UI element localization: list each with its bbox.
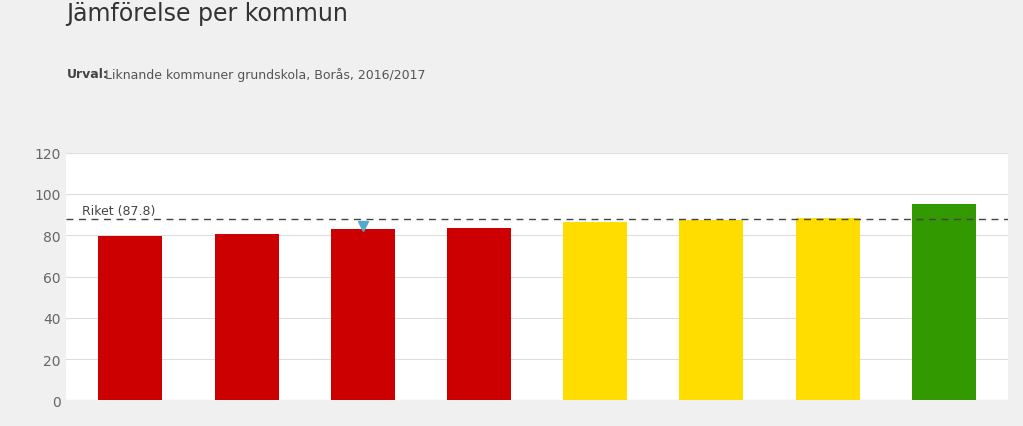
Text: Jämförelse per kommun: Jämförelse per kommun bbox=[66, 2, 349, 26]
Bar bbox=[215, 234, 278, 400]
Bar bbox=[330, 230, 395, 400]
Bar bbox=[98, 236, 163, 400]
Bar bbox=[911, 204, 976, 400]
Text: Urval:: Urval: bbox=[66, 68, 108, 81]
Text: Liknande kommuner grundskola, Borås, 2016/2017: Liknande kommuner grundskola, Borås, 201… bbox=[101, 68, 426, 82]
Bar bbox=[564, 223, 627, 400]
Text: Riket (87.8): Riket (87.8) bbox=[82, 204, 154, 217]
Bar bbox=[796, 219, 859, 400]
Bar bbox=[447, 228, 510, 400]
Bar bbox=[679, 221, 744, 400]
